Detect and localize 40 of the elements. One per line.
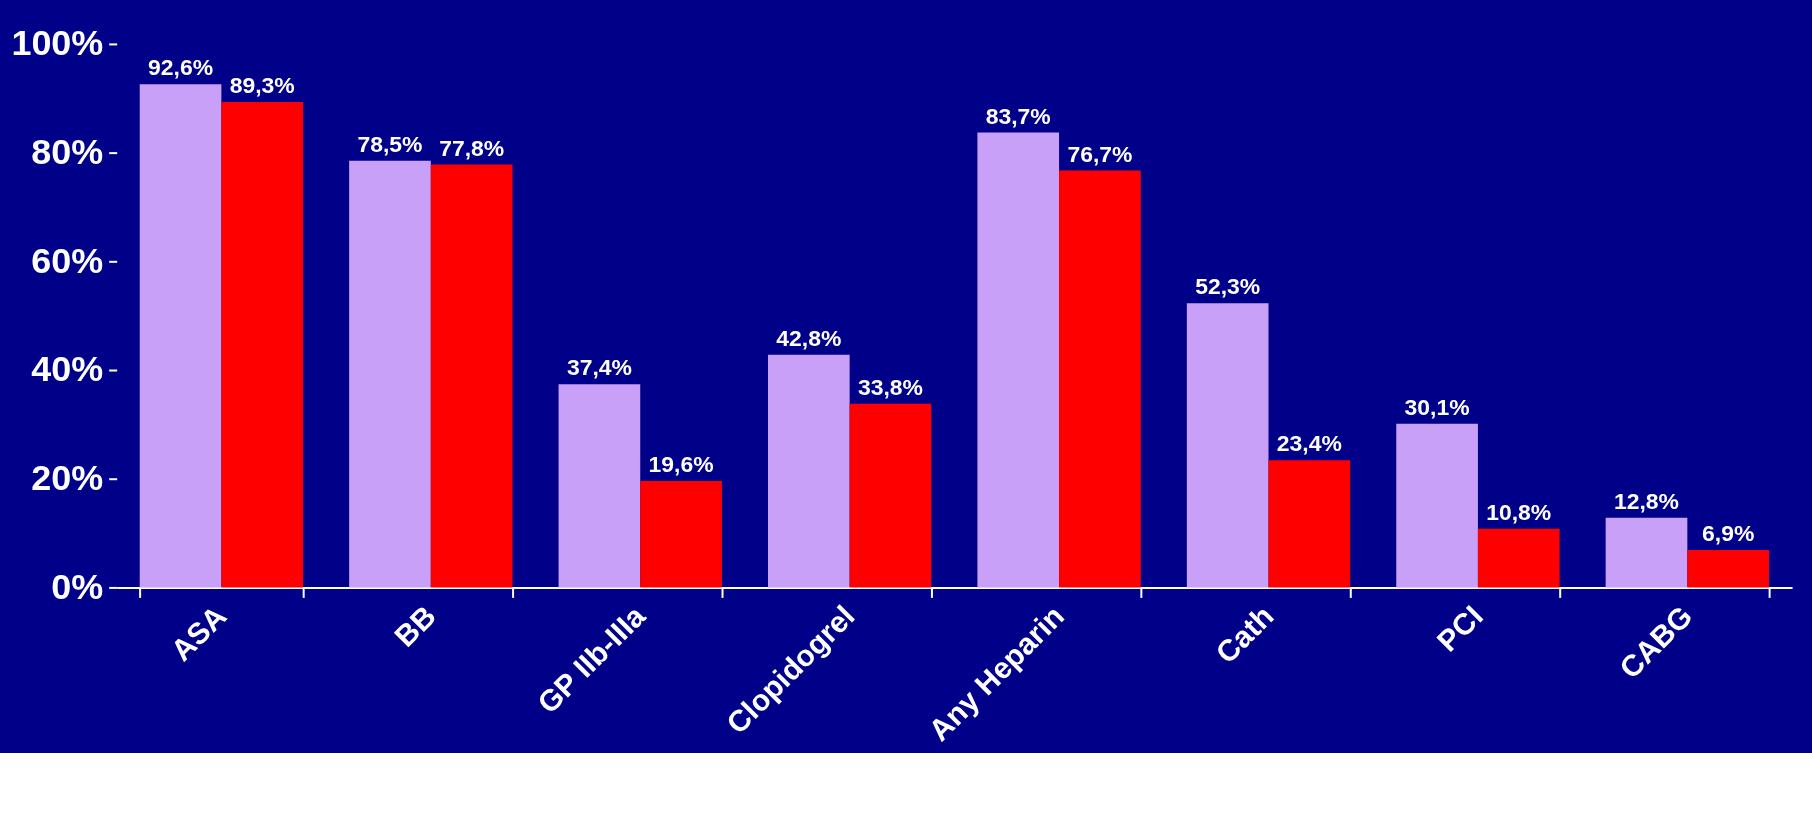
data-label: 89,3% xyxy=(229,72,295,99)
y-tick-label: 80% xyxy=(31,132,104,173)
bar xyxy=(221,102,304,588)
x-tick-label: BB xyxy=(388,599,442,653)
y-tick-label: 100% xyxy=(11,23,104,64)
data-label: 83,7% xyxy=(985,102,1051,129)
x-tick-label: PCI xyxy=(1430,599,1490,658)
bar xyxy=(1186,303,1269,588)
y-tick-label: 60% xyxy=(31,240,104,281)
y-tick-label: 40% xyxy=(31,349,104,390)
data-label: 19,6% xyxy=(648,450,714,477)
bar xyxy=(1268,460,1351,588)
bar xyxy=(1605,517,1688,588)
bar xyxy=(139,84,222,588)
bar xyxy=(1059,170,1141,588)
data-label: 76,7% xyxy=(1067,140,1133,167)
bar xyxy=(977,132,1060,588)
bar xyxy=(349,160,431,588)
data-label: 77,8% xyxy=(439,134,505,161)
data-label: 52,3% xyxy=(1195,273,1261,300)
y-tick-label: 0% xyxy=(51,566,104,607)
bar xyxy=(849,403,932,588)
data-label: 42,8% xyxy=(776,324,842,351)
data-label: 6,9% xyxy=(1702,519,1755,546)
bar xyxy=(767,354,850,588)
data-label: 33,8% xyxy=(857,373,923,400)
data-label: 92,6% xyxy=(148,54,214,81)
bar xyxy=(1687,549,1770,588)
bar xyxy=(1477,528,1560,588)
data-label: 78,5% xyxy=(357,130,423,157)
data-label: 30,1% xyxy=(1404,393,1470,420)
bar xyxy=(640,480,722,588)
data-label: 12,8% xyxy=(1614,487,1680,514)
data-label: 23,4% xyxy=(1276,430,1342,457)
bar xyxy=(558,384,641,588)
bar xyxy=(1396,423,1478,588)
data-label: 37,4% xyxy=(566,354,632,381)
bar xyxy=(430,164,513,588)
y-tick-label: 20% xyxy=(31,458,104,499)
data-label: 10,8% xyxy=(1486,498,1552,525)
